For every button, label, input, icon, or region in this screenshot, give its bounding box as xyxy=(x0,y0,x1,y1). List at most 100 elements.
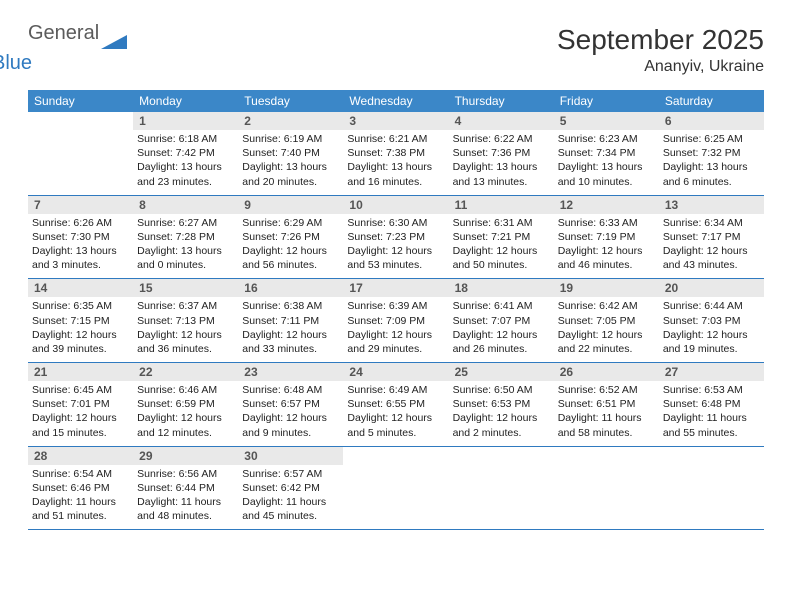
day-number: 21 xyxy=(28,363,133,381)
month-title: September 2025 xyxy=(557,24,764,56)
brand-word-1: General xyxy=(28,24,99,42)
day-details: Sunrise: 6:19 AMSunset: 7:40 PMDaylight:… xyxy=(238,130,343,195)
day-details: Sunrise: 6:46 AMSunset: 6:59 PMDaylight:… xyxy=(133,381,238,446)
calendar-cell: 23Sunrise: 6:48 AMSunset: 6:57 PMDayligh… xyxy=(238,363,343,447)
calendar-cell: 11Sunrise: 6:31 AMSunset: 7:21 PMDayligh… xyxy=(449,195,554,279)
day-number: 24 xyxy=(343,363,448,381)
calendar-cell xyxy=(28,112,133,195)
calendar-cell: 28Sunrise: 6:54 AMSunset: 6:46 PMDayligh… xyxy=(28,446,133,530)
day-number: 5 xyxy=(554,112,659,130)
day-number: 9 xyxy=(238,196,343,214)
calendar-cell: 17Sunrise: 6:39 AMSunset: 7:09 PMDayligh… xyxy=(343,279,448,363)
weekday-header: Saturday xyxy=(659,90,764,112)
day-number: 7 xyxy=(28,196,133,214)
day-number: 4 xyxy=(449,112,554,130)
day-number: 27 xyxy=(659,363,764,381)
day-details: Sunrise: 6:38 AMSunset: 7:11 PMDaylight:… xyxy=(238,297,343,362)
day-details: Sunrise: 6:39 AMSunset: 7:09 PMDaylight:… xyxy=(343,297,448,362)
calendar-cell: 19Sunrise: 6:42 AMSunset: 7:05 PMDayligh… xyxy=(554,279,659,363)
day-details: Sunrise: 6:30 AMSunset: 7:23 PMDaylight:… xyxy=(343,214,448,279)
brand-triangle-icon xyxy=(101,31,127,54)
calendar-cell: 22Sunrise: 6:46 AMSunset: 6:59 PMDayligh… xyxy=(133,363,238,447)
calendar-cell: 7Sunrise: 6:26 AMSunset: 7:30 PMDaylight… xyxy=(28,195,133,279)
day-details: Sunrise: 6:34 AMSunset: 7:17 PMDaylight:… xyxy=(659,214,764,279)
weekday-header: Monday xyxy=(133,90,238,112)
day-number: 15 xyxy=(133,279,238,297)
calendar-cell: 9Sunrise: 6:29 AMSunset: 7:26 PMDaylight… xyxy=(238,195,343,279)
day-number: 19 xyxy=(554,279,659,297)
day-details: Sunrise: 6:33 AMSunset: 7:19 PMDaylight:… xyxy=(554,214,659,279)
day-details: Sunrise: 6:37 AMSunset: 7:13 PMDaylight:… xyxy=(133,297,238,362)
day-details: Sunrise: 6:18 AMSunset: 7:42 PMDaylight:… xyxy=(133,130,238,195)
day-number: 6 xyxy=(659,112,764,130)
day-details: Sunrise: 6:22 AMSunset: 7:36 PMDaylight:… xyxy=(449,130,554,195)
day-number: 12 xyxy=(554,196,659,214)
location-label: Ananyiv, Ukraine xyxy=(557,58,764,76)
day-number: 16 xyxy=(238,279,343,297)
day-details: Sunrise: 6:35 AMSunset: 7:15 PMDaylight:… xyxy=(28,297,133,362)
calendar-cell: 13Sunrise: 6:34 AMSunset: 7:17 PMDayligh… xyxy=(659,195,764,279)
day-details: Sunrise: 6:50 AMSunset: 6:53 PMDaylight:… xyxy=(449,381,554,446)
calendar-cell: 16Sunrise: 6:38 AMSunset: 7:11 PMDayligh… xyxy=(238,279,343,363)
weekday-header: Tuesday xyxy=(238,90,343,112)
day-details: Sunrise: 6:49 AMSunset: 6:55 PMDaylight:… xyxy=(343,381,448,446)
calendar-body: 1Sunrise: 6:18 AMSunset: 7:42 PMDaylight… xyxy=(28,112,764,530)
day-number: 30 xyxy=(238,447,343,465)
calendar-cell: 1Sunrise: 6:18 AMSunset: 7:42 PMDaylight… xyxy=(133,112,238,195)
weekday-header: Wednesday xyxy=(343,90,448,112)
day-number: 28 xyxy=(28,447,133,465)
day-details: Sunrise: 6:56 AMSunset: 6:44 PMDaylight:… xyxy=(133,465,238,530)
calendar-cell: 25Sunrise: 6:50 AMSunset: 6:53 PMDayligh… xyxy=(449,363,554,447)
calendar-cell: 12Sunrise: 6:33 AMSunset: 7:19 PMDayligh… xyxy=(554,195,659,279)
calendar-cell xyxy=(554,446,659,530)
day-number: 2 xyxy=(238,112,343,130)
day-details: Sunrise: 6:54 AMSunset: 6:46 PMDaylight:… xyxy=(28,465,133,530)
calendar-week-row: 1Sunrise: 6:18 AMSunset: 7:42 PMDaylight… xyxy=(28,112,764,195)
day-number: 14 xyxy=(28,279,133,297)
calendar-cell: 18Sunrise: 6:41 AMSunset: 7:07 PMDayligh… xyxy=(449,279,554,363)
brand-logo: General Blue xyxy=(28,24,127,60)
day-number: 17 xyxy=(343,279,448,297)
day-details: Sunrise: 6:53 AMSunset: 6:48 PMDaylight:… xyxy=(659,381,764,446)
day-number: 8 xyxy=(133,196,238,214)
day-number: 13 xyxy=(659,196,764,214)
calendar-cell: 24Sunrise: 6:49 AMSunset: 6:55 PMDayligh… xyxy=(343,363,448,447)
day-details: Sunrise: 6:25 AMSunset: 7:32 PMDaylight:… xyxy=(659,130,764,195)
day-details: Sunrise: 6:31 AMSunset: 7:21 PMDaylight:… xyxy=(449,214,554,279)
day-details: Sunrise: 6:44 AMSunset: 7:03 PMDaylight:… xyxy=(659,297,764,362)
calendar-cell: 26Sunrise: 6:52 AMSunset: 6:51 PMDayligh… xyxy=(554,363,659,447)
day-details: Sunrise: 6:45 AMSunset: 7:01 PMDaylight:… xyxy=(28,381,133,446)
day-details: Sunrise: 6:26 AMSunset: 7:30 PMDaylight:… xyxy=(28,214,133,279)
day-number: 3 xyxy=(343,112,448,130)
day-number: 29 xyxy=(133,447,238,465)
calendar-cell: 6Sunrise: 6:25 AMSunset: 7:32 PMDaylight… xyxy=(659,112,764,195)
calendar-cell: 20Sunrise: 6:44 AMSunset: 7:03 PMDayligh… xyxy=(659,279,764,363)
calendar-cell: 5Sunrise: 6:23 AMSunset: 7:34 PMDaylight… xyxy=(554,112,659,195)
day-details: Sunrise: 6:57 AMSunset: 6:42 PMDaylight:… xyxy=(238,465,343,530)
calendar-cell: 29Sunrise: 6:56 AMSunset: 6:44 PMDayligh… xyxy=(133,446,238,530)
calendar-cell: 15Sunrise: 6:37 AMSunset: 7:13 PMDayligh… xyxy=(133,279,238,363)
calendar-cell: 2Sunrise: 6:19 AMSunset: 7:40 PMDaylight… xyxy=(238,112,343,195)
day-details: Sunrise: 6:21 AMSunset: 7:38 PMDaylight:… xyxy=(343,130,448,195)
day-details: Sunrise: 6:23 AMSunset: 7:34 PMDaylight:… xyxy=(554,130,659,195)
day-number: 22 xyxy=(133,363,238,381)
day-number: 23 xyxy=(238,363,343,381)
calendar-cell: 3Sunrise: 6:21 AMSunset: 7:38 PMDaylight… xyxy=(343,112,448,195)
day-number: 10 xyxy=(343,196,448,214)
calendar-cell: 14Sunrise: 6:35 AMSunset: 7:15 PMDayligh… xyxy=(28,279,133,363)
page-header: General Blue September 2025 Ananyiv, Ukr… xyxy=(28,24,764,76)
calendar-week-row: 14Sunrise: 6:35 AMSunset: 7:15 PMDayligh… xyxy=(28,279,764,363)
title-area: September 2025 Ananyiv, Ukraine xyxy=(557,24,764,76)
day-number: 11 xyxy=(449,196,554,214)
day-number: 26 xyxy=(554,363,659,381)
day-number: 1 xyxy=(133,112,238,130)
weekday-header: Thursday xyxy=(449,90,554,112)
calendar-cell: 8Sunrise: 6:27 AMSunset: 7:28 PMDaylight… xyxy=(133,195,238,279)
calendar-cell xyxy=(449,446,554,530)
calendar-table: SundayMondayTuesdayWednesdayThursdayFrid… xyxy=(28,90,764,530)
day-number: 20 xyxy=(659,279,764,297)
calendar-cell: 30Sunrise: 6:57 AMSunset: 6:42 PMDayligh… xyxy=(238,446,343,530)
calendar-cell: 4Sunrise: 6:22 AMSunset: 7:36 PMDaylight… xyxy=(449,112,554,195)
day-number: 18 xyxy=(449,279,554,297)
calendar-cell: 27Sunrise: 6:53 AMSunset: 6:48 PMDayligh… xyxy=(659,363,764,447)
